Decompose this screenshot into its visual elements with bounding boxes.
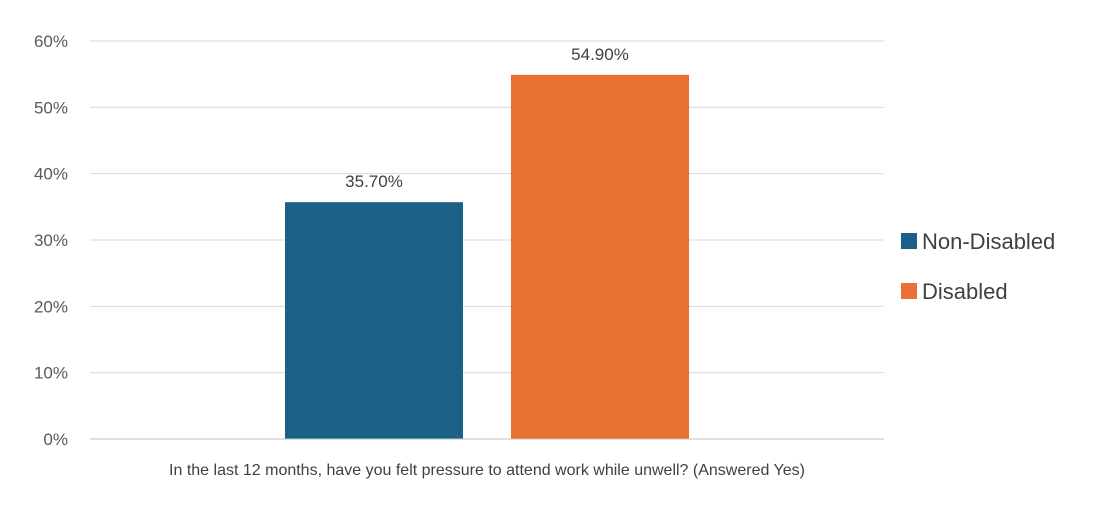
axes: 0% 10% 20% 30% 40% 50% 60% In the last 12 month… [34,32,884,479]
y-tick-label: 20% [34,297,68,316]
bars [285,74,689,439]
legend-label: Non-Disabled [922,229,1055,254]
y-tick-label: 10% [34,364,68,383]
gridlines [90,40,884,374]
y-tick-label: 50% [34,98,68,117]
data-label: 54.90% [571,45,629,64]
y-tick-label: 60% [34,32,68,51]
legend: Non-Disabled Disabled [901,229,1055,304]
bar-disabled [511,74,689,439]
data-labels: 35.70% 54.90% [345,45,629,191]
y-tick-label: 40% [34,165,68,184]
y-tick-label: 0% [43,430,68,449]
legend-swatch [901,233,917,249]
bar-non-disabled [285,202,463,439]
legend-swatch [901,283,917,299]
data-label: 35.70% [345,172,403,191]
y-tick-label: 30% [34,231,68,250]
x-category-label: In the last 12 months, have you felt pre… [169,462,805,479]
legend-label: Disabled [922,279,1008,304]
